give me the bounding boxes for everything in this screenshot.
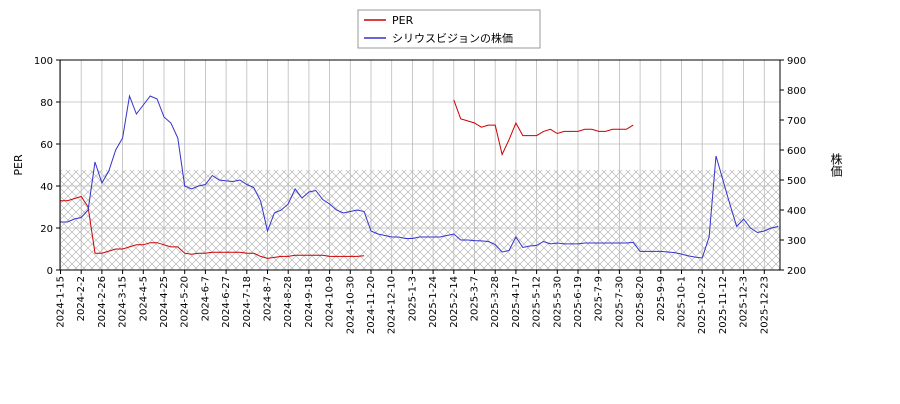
x-tick-label: 2024-6-27 [221, 276, 232, 328]
y-tick-label: 100 [34, 56, 53, 67]
hatched-band [60, 170, 780, 270]
y2-tick-label: 300 [787, 236, 806, 247]
x-tick-label: 2025-7-9 [594, 276, 605, 321]
y2-axis-label: 株価 [829, 152, 843, 177]
x-tick-label: 2025-5-30 [552, 276, 563, 328]
line-series [60, 195, 365, 259]
x-tick-label: 2025-10-22 [697, 276, 708, 334]
y-tick-label: 80 [40, 98, 53, 109]
y2-tick-label: 600 [787, 146, 806, 157]
x-tick-label: 2024-10-9 [325, 276, 336, 328]
x-tick-label: 2024-7-18 [242, 276, 253, 328]
y-tick-label: 0 [47, 266, 53, 277]
x-tick-label: 2025-6-19 [573, 276, 584, 328]
x-tick-label: 2025-11-12 [718, 276, 729, 334]
x-tick-label: 2025-5-12 [532, 276, 543, 328]
x-tick-label: 2025-7-30 [614, 276, 625, 328]
legend-label: PER [392, 14, 414, 27]
x-tick-label: 2024-2-2 [76, 276, 87, 321]
x-tick-label: 2024-5-20 [180, 276, 191, 328]
y2-tick-label: 900 [787, 56, 806, 67]
legend-box [357, 9, 541, 49]
line-series [453, 99, 634, 157]
x-tick-label: 2024-12-10 [387, 276, 398, 334]
y-tick-label: 60 [40, 140, 53, 151]
x-tick-label: 2024-8-28 [283, 276, 294, 328]
x-tick-label: 2025-1-3 [407, 276, 418, 321]
line-series [60, 94, 779, 259]
y-axis-label: PER [12, 154, 25, 176]
x-tick-label: 2025-3-7 [470, 276, 481, 321]
x-tick-label: 2025-10-1 [677, 276, 688, 328]
y2-tick-label: 200 [787, 266, 806, 277]
x-tick-label: 2025-3-28 [490, 276, 501, 328]
legend-label: シリウスビジョンの株価 [392, 31, 513, 45]
x-tick-label: 2025-1-24 [428, 276, 439, 328]
x-tick-label: 2024-9-18 [304, 276, 315, 328]
x-tick-label: 2025-12-3 [739, 276, 750, 328]
x-tick-label: 2024-11-20 [366, 276, 377, 334]
y-tick-label: 40 [40, 182, 53, 193]
y2-tick-label: 800 [787, 86, 806, 97]
x-tick-label: 2024-4-25 [159, 276, 170, 328]
x-tick-label: 2024-1-15 [56, 276, 67, 328]
x-tick-label: 2024-10-30 [345, 276, 356, 334]
y-tick-label: 20 [40, 224, 53, 235]
y2-tick-label: 700 [787, 116, 806, 127]
x-tick-label: 2025-2-14 [449, 276, 460, 328]
x-tick-label: 2024-2-26 [97, 276, 108, 328]
legend: PER シリウスビジョンの株価 [357, 9, 541, 49]
x-tick-label: 2025-12-23 [759, 276, 770, 334]
x-tick-label: 2024-8-7 [263, 276, 274, 321]
x-tick-label: 2025-8-20 [635, 276, 646, 328]
x-tick-label: 2025-9-9 [656, 276, 667, 321]
y2-tick-label: 400 [787, 206, 806, 217]
plot-frame [59, 59, 781, 271]
x-tick-label: 2024-3-15 [118, 276, 129, 328]
x-tick-label: 2025-4-17 [511, 276, 522, 328]
x-tick-label: 2024-4-5 [138, 276, 149, 321]
x-tick-label: 2024-6-7 [200, 276, 211, 321]
y2-tick-label: 500 [787, 176, 806, 187]
